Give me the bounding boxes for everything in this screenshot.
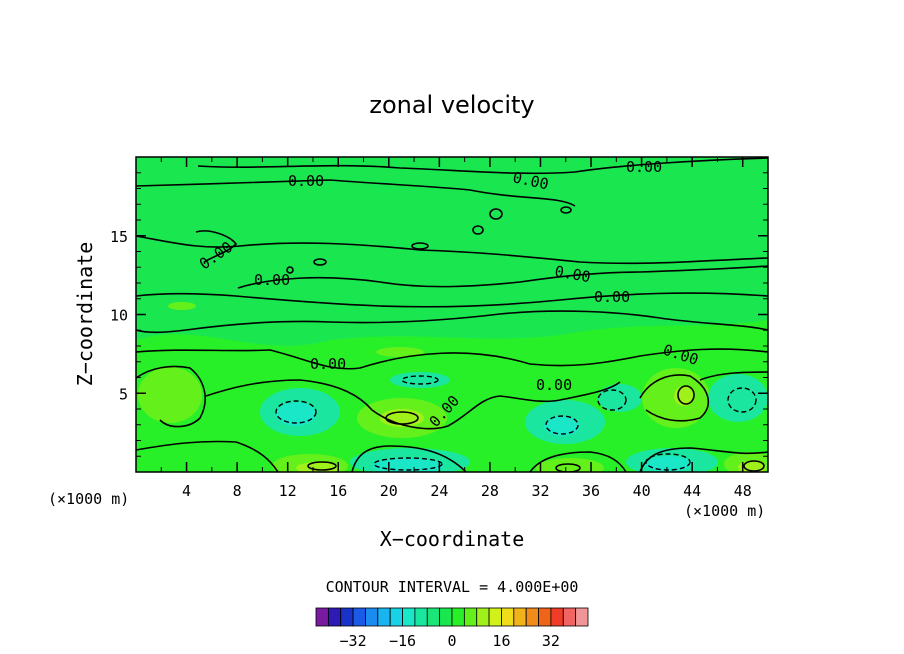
contour-label: 0.00 bbox=[626, 158, 662, 176]
x-unit-left: (×1000 m) bbox=[48, 490, 129, 508]
y-tick-label: 10 bbox=[110, 307, 128, 325]
negative-contours bbox=[275, 375, 757, 471]
colorbar-swatch bbox=[414, 607, 428, 627]
contour-lines bbox=[136, 157, 768, 472]
colorbar-swatch bbox=[340, 607, 354, 627]
colorbar-tick-label: −32 bbox=[340, 632, 367, 650]
contour-label: 0.00 bbox=[288, 172, 324, 190]
colorbar-swatch bbox=[327, 607, 342, 627]
contour-label: 0.00 bbox=[310, 355, 346, 373]
y-tick-label: 5 bbox=[119, 385, 128, 403]
y-axis: 5 10 15 bbox=[110, 172, 768, 457]
x-tick-label: 20 bbox=[380, 482, 398, 500]
colorbar-ticks: −32 −16 0 16 32 bbox=[340, 632, 560, 650]
contour-label: 0.00 bbox=[536, 376, 572, 394]
x-tick-label: 48 bbox=[734, 482, 752, 500]
x-tick-label: 24 bbox=[430, 482, 448, 500]
x-tick-label: 4 bbox=[182, 482, 191, 500]
colorbar-swatch bbox=[538, 607, 552, 627]
x-tick-label: 36 bbox=[582, 482, 600, 500]
colorbar-swatch bbox=[377, 607, 391, 627]
colorbar-swatch bbox=[476, 607, 490, 627]
contour-label: 0.00 bbox=[553, 262, 592, 286]
chart-title: zonal velocity bbox=[369, 91, 534, 119]
x-axis: 4 8 12 16 20 24 28 32 36 40 44 48 bbox=[160, 157, 752, 500]
colorbar-tick-label: −16 bbox=[389, 632, 416, 650]
colorbar-swatch bbox=[562, 607, 577, 627]
colorbar-swatch bbox=[352, 607, 366, 627]
colorbar-swatch bbox=[451, 607, 465, 627]
colorbar-swatch bbox=[501, 607, 515, 627]
colorbar-swatch bbox=[525, 607, 539, 627]
contour-field bbox=[136, 157, 768, 472]
colorbar-swatch bbox=[575, 607, 589, 627]
colorbar-swatch bbox=[426, 607, 441, 627]
x-unit-right: (×1000 m) bbox=[684, 502, 765, 520]
colorbar-swatch bbox=[315, 607, 329, 627]
x-tick-label: 8 bbox=[233, 482, 242, 500]
colorbar-tick-label: 32 bbox=[542, 632, 560, 650]
y-tick-label: 15 bbox=[110, 228, 128, 246]
colorbar bbox=[315, 607, 589, 627]
y-axis-label: Z−coordinate bbox=[73, 242, 97, 387]
colorbar-swatch bbox=[488, 607, 502, 627]
x-tick-label: 16 bbox=[329, 482, 347, 500]
contour-interval-text: CONTOUR INTERVAL = 4.000E+00 bbox=[326, 578, 579, 596]
contour-label: 0.00 bbox=[254, 271, 290, 289]
x-tick-label: 32 bbox=[531, 482, 549, 500]
colorbar-swatch bbox=[463, 607, 478, 627]
x-tick-label: 40 bbox=[633, 482, 651, 500]
x-tick-label: 44 bbox=[683, 482, 701, 500]
colorbar-swatch bbox=[550, 607, 564, 627]
x-axis-label: X−coordinate bbox=[380, 527, 525, 551]
colorbar-tick-label: 0 bbox=[447, 632, 456, 650]
colorbar-swatch bbox=[389, 607, 403, 627]
x-tick-label: 28 bbox=[481, 482, 499, 500]
contour-label: 0.00 bbox=[594, 288, 630, 306]
colorbar-swatch bbox=[365, 607, 379, 627]
colorbar-swatch bbox=[402, 607, 416, 627]
x-tick-label: 12 bbox=[279, 482, 297, 500]
colorbar-swatch bbox=[513, 607, 527, 627]
colorbar-tick-label: 16 bbox=[492, 632, 510, 650]
colorbar-swatch bbox=[439, 607, 453, 627]
